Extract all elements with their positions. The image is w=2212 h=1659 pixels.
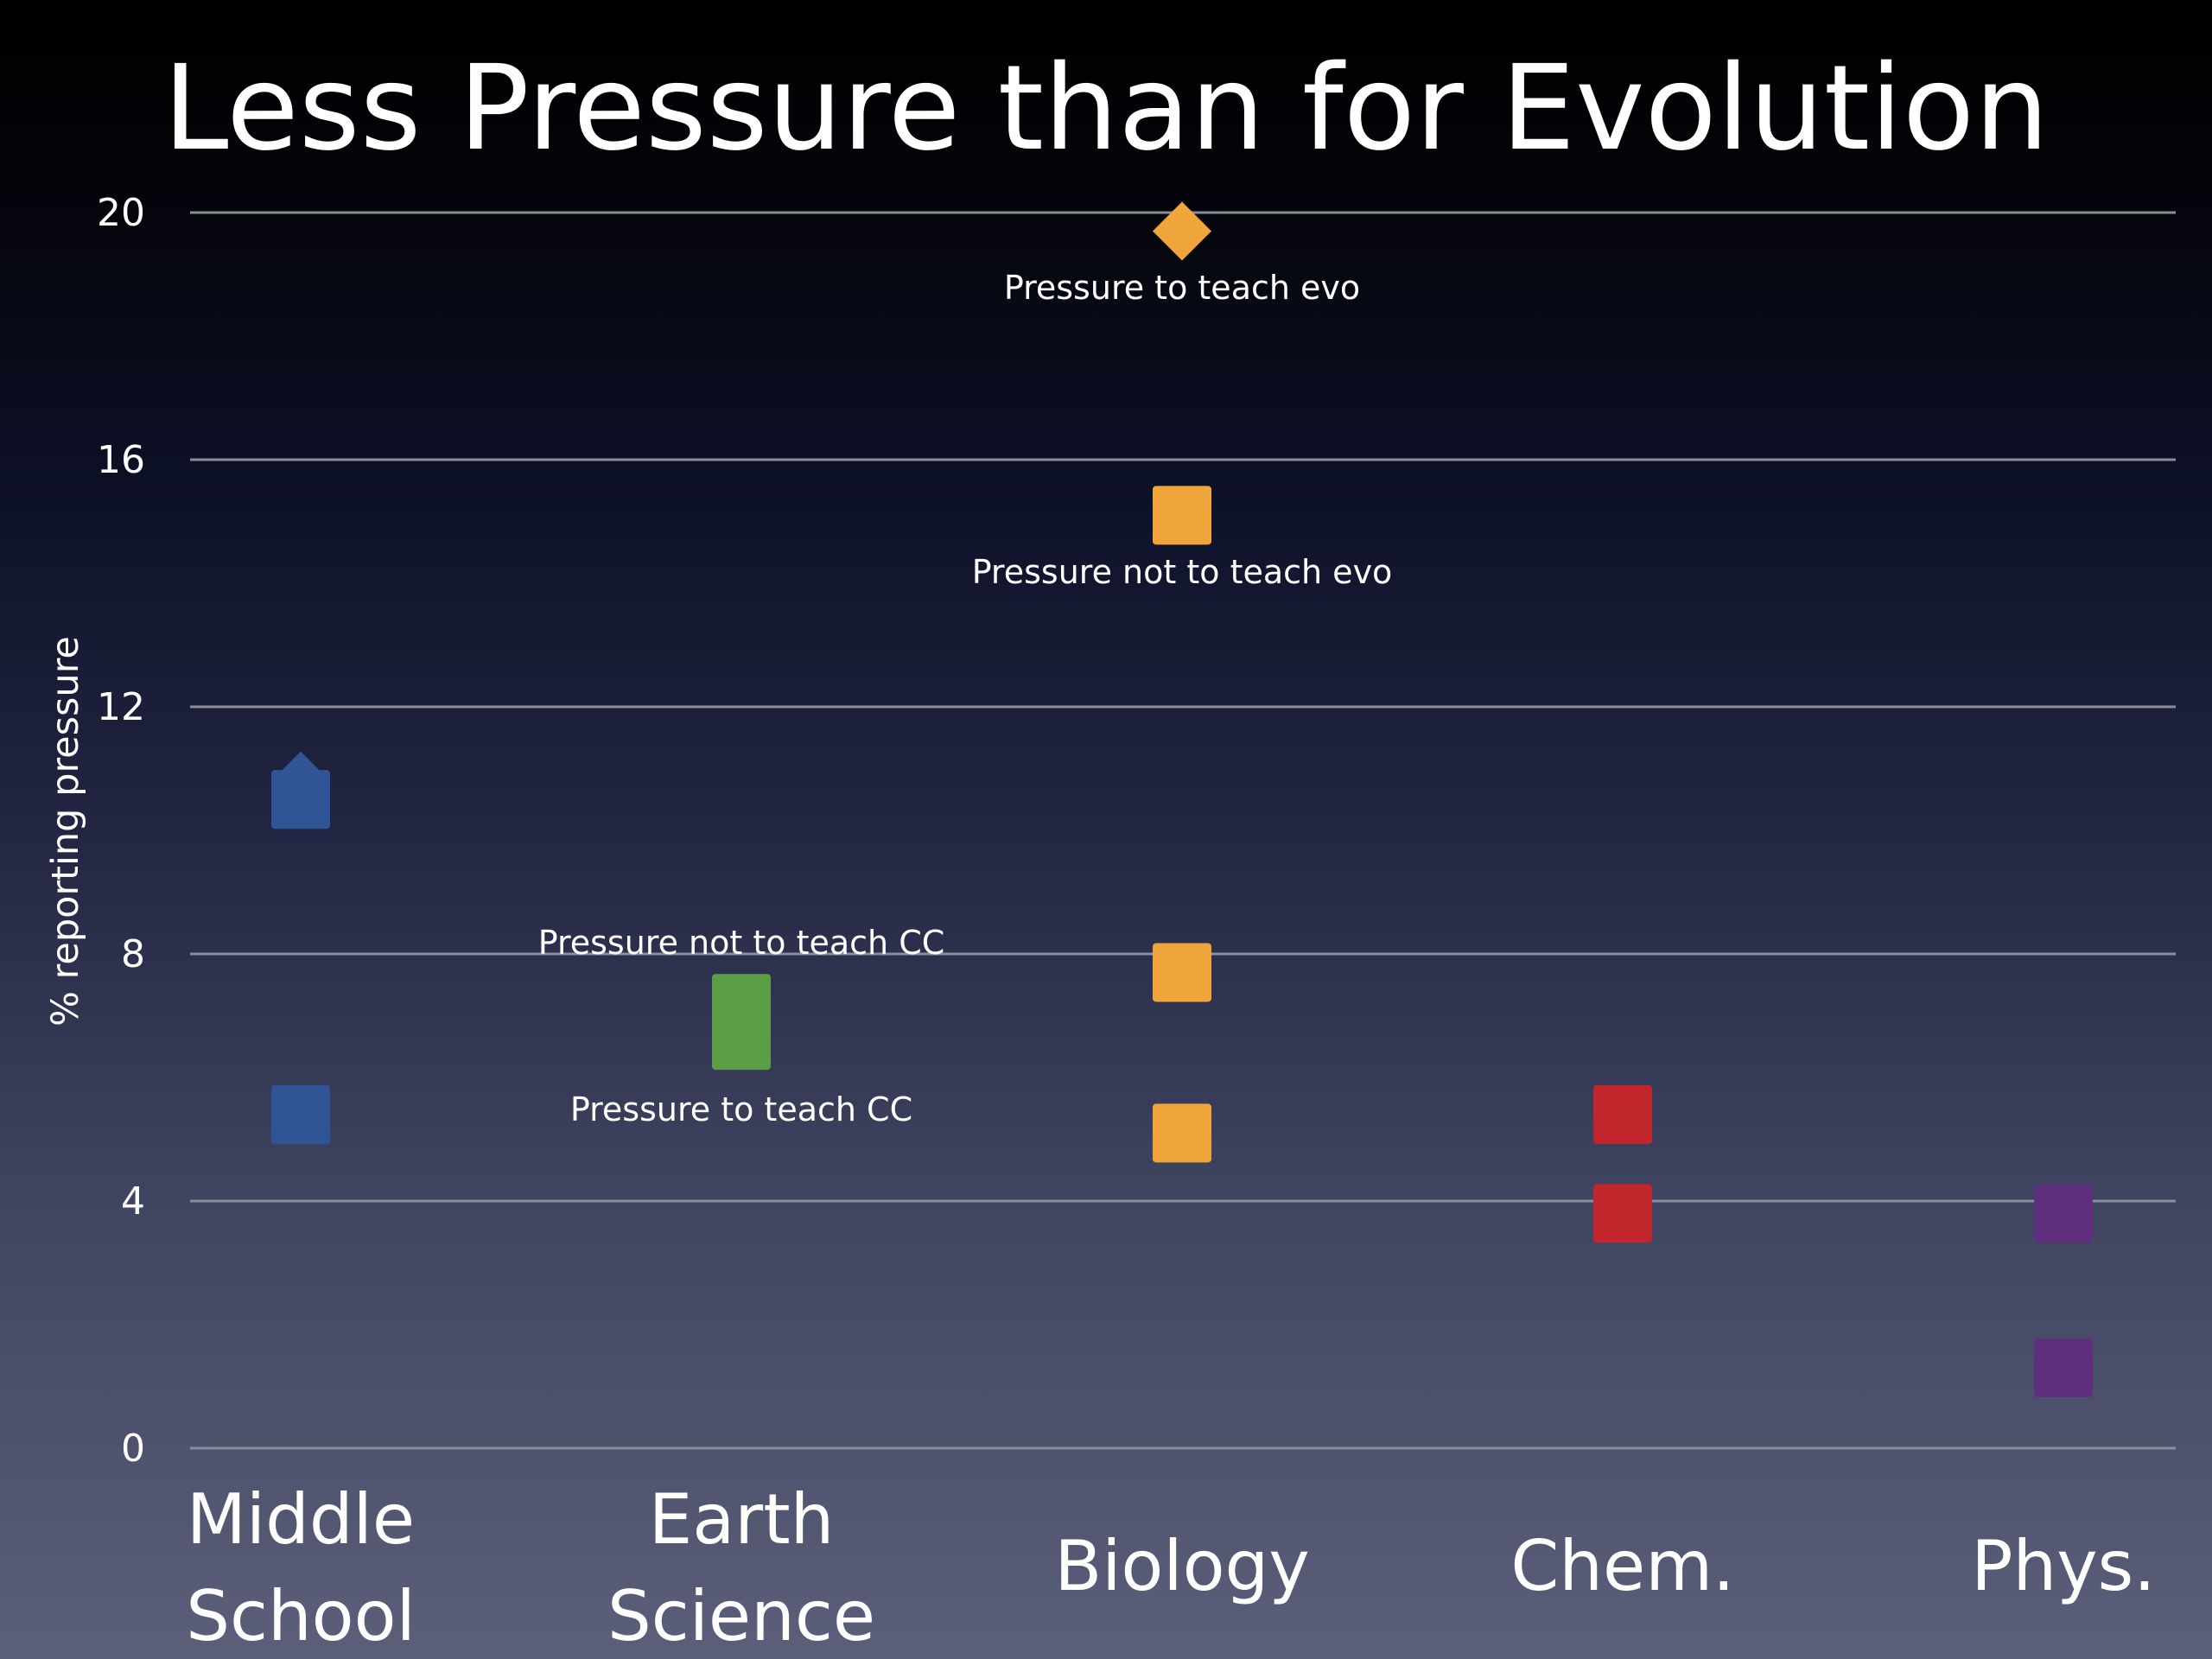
data-point-square xyxy=(1153,1103,1211,1163)
grid-lines xyxy=(190,211,2176,1450)
annotation-label: Pressure not to teach evo xyxy=(972,553,1393,591)
data-point-square xyxy=(2034,1338,2093,1398)
data-point-square xyxy=(271,1084,330,1144)
data-point-square xyxy=(1153,486,1211,545)
y-tick-label: 16 xyxy=(97,438,145,482)
category-label: Biology xyxy=(1054,1526,1309,1606)
x-category-labels: Middle School Earth Science Biology Chem. Phys… xyxy=(186,1479,2156,1656)
data-point-diamond xyxy=(1153,201,1211,261)
category-label: Chem. xyxy=(1510,1526,1734,1606)
annotation-label: Pressure to teach evo xyxy=(1004,269,1360,307)
data-point-square xyxy=(1593,1084,1652,1144)
annotation-label: Pressure not to teach CC xyxy=(538,924,945,962)
category-label: Earth xyxy=(649,1479,835,1560)
category-label: School xyxy=(186,1576,416,1656)
annotations: Pressure to teach evo Pressure not to tea… xyxy=(538,269,1393,1128)
data-point-square xyxy=(712,1011,771,1071)
annotation-label: Pressure to teach CC xyxy=(570,1090,912,1128)
category-label: Science xyxy=(607,1576,875,1656)
y-tick-label: 4 xyxy=(121,1179,145,1224)
data-point-square xyxy=(1153,943,1211,1002)
data-point-square xyxy=(1593,1184,1652,1243)
category-label: Middle xyxy=(187,1479,415,1560)
y-tick-labels: 0 4 8 12 16 20 xyxy=(97,191,145,1471)
data-points xyxy=(271,201,2093,1398)
y-tick-label: 0 xyxy=(121,1427,145,1471)
y-tick-label: 20 xyxy=(97,191,145,235)
chart-title: Less Pressure than for Evolution xyxy=(163,41,2050,177)
data-point-square xyxy=(2034,1184,2093,1243)
category-label: Phys. xyxy=(1971,1526,2155,1606)
y-tick-label: 8 xyxy=(121,932,145,976)
y-tick-label: 12 xyxy=(97,685,145,729)
y-axis-label: % reporting pressure xyxy=(44,636,87,1027)
data-point-square xyxy=(271,770,330,830)
